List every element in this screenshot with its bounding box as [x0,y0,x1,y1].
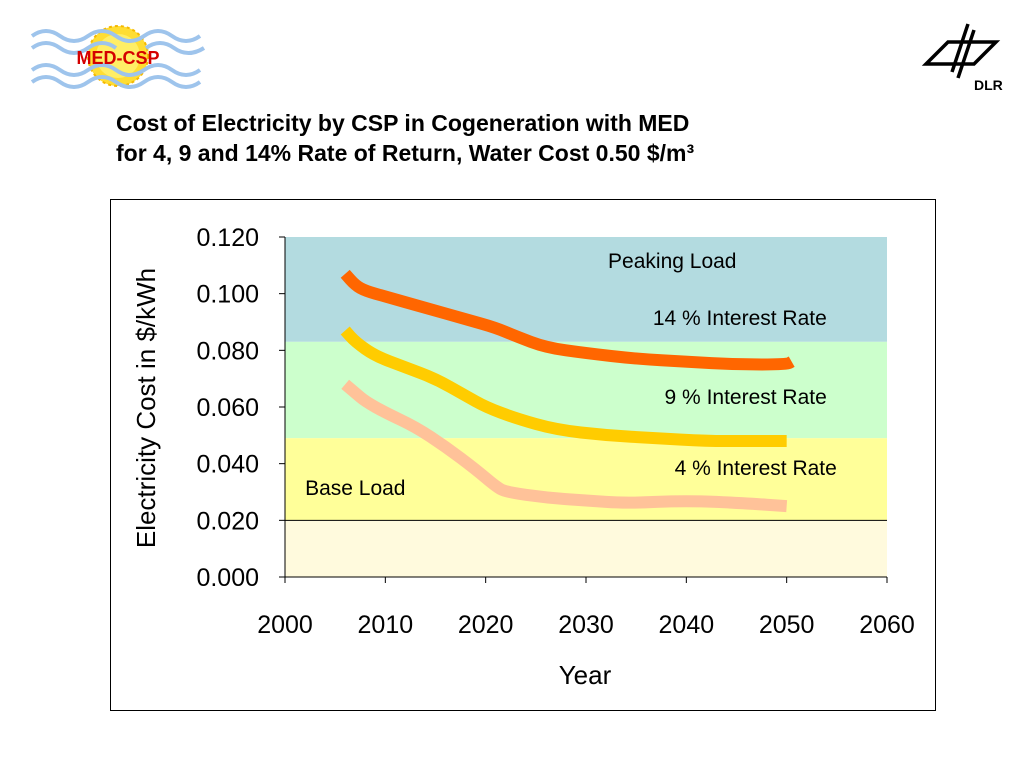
x-tick-label: 2010 [358,611,414,639]
annotation-label: Base Load [305,477,405,500]
series-lines [340,269,796,513]
dlr-logo: DLR [921,23,1003,93]
x-tick-label: 2020 [458,611,514,639]
slide-title: Cost of Electricity by CSP in Cogenerati… [116,108,876,168]
wave-icon [30,29,206,89]
x-axis-title: Year [559,660,612,690]
band-2 [285,438,887,521]
x-tick-label: 2030 [558,611,614,639]
y-tick-label: 0.000 [196,564,259,592]
annotation-label: 4 % Interest Rate [675,457,837,480]
annotation-label: Peaking Load [608,250,736,273]
series-line-14pct [340,269,796,371]
band-0 [285,237,887,342]
y-axis-title: Electricity Cost in $/kWh [131,268,161,548]
x-tick-label: 2050 [759,611,815,639]
x-tick-label: 2000 [257,611,313,639]
y-tick-label: 0.120 [196,224,259,252]
y-tick-label: 0.040 [196,451,259,479]
logo-text: DLR [974,77,1003,93]
logo-text: MED-CSP [76,48,159,68]
title-line-2: for 4, 9 and 14% Rate of Return, Water C… [116,140,695,166]
annotation-label: 9 % Interest Rate [665,386,827,409]
band-3 [285,520,887,577]
title-line-1: Cost of Electricity by CSP in Cogenerati… [116,110,690,136]
y-tick-label: 0.060 [196,394,259,422]
series-line-4pct [341,379,788,513]
x-tick-label: 2060 [859,611,915,639]
annotations: Peaking Load 14 % Interest Rate 9 % Intere… [305,250,837,500]
chart: 0.000 0.020 0.040 0.060 0.080 0.100 0.120 2000 2… [131,224,915,690]
y-tick-label: 0.100 [196,281,259,309]
med-csp-logo: MED-CSP [30,25,206,89]
tick-labels: 0.000 0.020 0.040 0.060 0.080 0.100 0.120 2000 2… [196,224,914,639]
series-line-9pct [340,326,787,447]
annotation-label: 14 % Interest Rate [653,307,827,330]
dlr-emblem-icon [921,23,1001,79]
chart-frame: 0.000 0.020 0.040 0.060 0.080 0.100 0.120 2000 2… [110,199,936,711]
y-tick-label: 0.020 [196,507,259,535]
y-tick-label: 0.080 [196,337,259,365]
x-tick-label: 2040 [659,611,715,639]
